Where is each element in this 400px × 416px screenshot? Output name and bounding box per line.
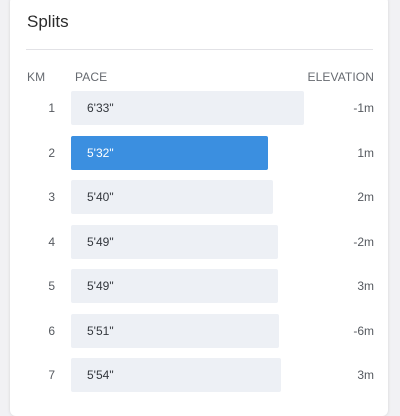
split-row[interactable]: 3 5'40" 2m	[10, 180, 388, 214]
split-km: 5	[48, 279, 55, 293]
pace-bar[interactable]: 6'33"	[71, 91, 304, 125]
split-row[interactable]: 1 6'33" -1m	[10, 91, 388, 125]
split-km: 3	[48, 190, 55, 204]
column-header-elevation: ELEVATION	[307, 70, 374, 84]
split-row[interactable]: 2 5'32" 1m	[10, 135, 388, 170]
splits-card: Splits KM PACE ELEVATION 1 6'33" -1m 2 5…	[10, 0, 388, 416]
split-row[interactable]: 6 5'51" -6m	[10, 313, 388, 348]
split-pace: 5'40"	[87, 190, 114, 204]
split-elevation: -2m	[353, 234, 374, 249]
split-pace: 5'49"	[87, 234, 114, 249]
split-elevation: 3m	[357, 368, 374, 382]
split-pace: 5'51"	[87, 323, 114, 338]
split-km: 7	[48, 368, 55, 382]
split-elevation: -6m	[353, 323, 374, 338]
divider	[26, 49, 373, 50]
split-row[interactable]: 7 5'54" 3m	[10, 358, 388, 392]
pace-bar[interactable]: 5'32"	[71, 135, 268, 170]
split-row[interactable]: 5 5'49" 3m	[10, 269, 388, 303]
column-header-km: KM	[27, 70, 46, 84]
split-elevation: 1m	[357, 145, 374, 160]
split-row[interactable]: 4 5'49" -2m	[10, 224, 388, 259]
split-km: 1	[48, 101, 55, 115]
pace-bar[interactable]: 5'51"	[71, 313, 279, 348]
split-elevation: 3m	[357, 279, 374, 293]
pace-bar[interactable]: 5'40"	[71, 180, 273, 214]
split-elevation: 2m	[357, 190, 374, 204]
split-elevation: -1m	[353, 101, 374, 115]
split-pace: 6'33"	[87, 101, 114, 115]
pace-bar[interactable]: 5'49"	[71, 224, 278, 259]
column-header-pace: PACE	[75, 70, 108, 84]
split-pace: 5'54"	[87, 368, 114, 382]
split-km: 6	[48, 323, 55, 338]
pace-bar[interactable]: 5'54"	[71, 358, 281, 392]
split-pace: 5'32"	[87, 145, 114, 160]
pace-bar[interactable]: 5'49"	[71, 269, 278, 303]
split-km: 4	[48, 234, 55, 249]
card-title: Splits	[27, 12, 69, 31]
split-pace: 5'49"	[87, 279, 114, 293]
split-km: 2	[48, 145, 55, 160]
